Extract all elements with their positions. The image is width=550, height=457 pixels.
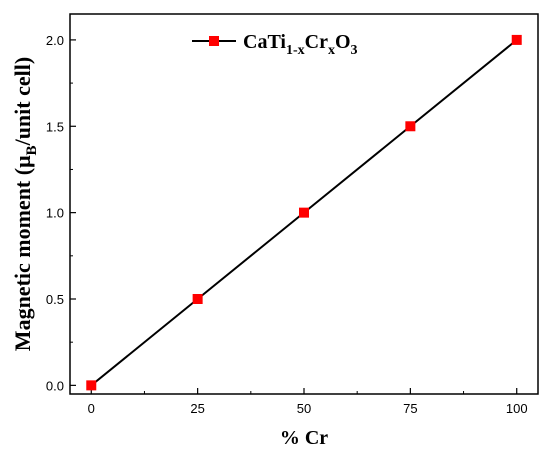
x-tick-label: 75 [403,401,417,416]
legend: CaTi1-xCrxO3 [192,31,358,58]
plot-frame [69,13,539,395]
y-axis-ticks: 0.0 0.5 1.0 1.5 2.0 [46,33,76,393]
y-tick-label: 2.0 [46,33,64,48]
y-tick-label: 0.0 [46,378,64,393]
y-axis-title: Magnetic moment (μB/unit cell) [10,57,40,351]
x-tick-label: 25 [190,401,204,416]
x-tick-label: 50 [297,401,311,416]
data-point-marker [405,121,416,132]
data-point-marker [511,34,522,45]
data-point-marker [192,294,203,304]
y-tick-label: 0.5 [46,292,64,307]
legend-label: CaTi1-xCrxO3 [243,31,358,58]
x-tick-label: 100 [506,401,528,416]
y-tick-label: 1.0 [46,206,64,221]
x-tick-label: 0 [88,401,95,416]
data-point-marker [86,380,97,391]
x-axis-ticks: 0 25 50 75 100 [88,388,528,416]
x-axis-title: % Cr [280,427,328,449]
legend-marker-sample [209,36,219,46]
series-layer [86,34,522,391]
y-tick-label: 1.5 [46,119,64,134]
data-point-marker [299,207,309,218]
